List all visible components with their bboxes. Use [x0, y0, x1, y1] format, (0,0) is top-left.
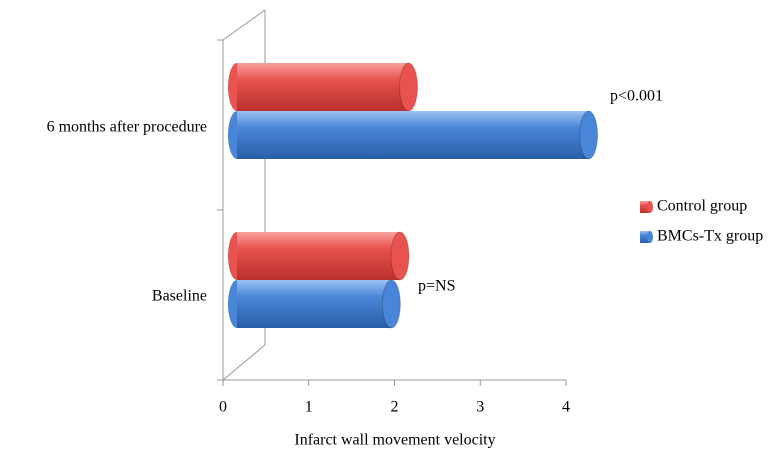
annotation: p<0.001	[610, 88, 663, 105]
x-tick-label: 0	[219, 399, 227, 416]
legend-swatch-cap	[647, 201, 653, 213]
x-tick-label: 3	[476, 399, 484, 416]
bar-cap-end	[579, 110, 599, 160]
bar-cap-end	[381, 279, 401, 329]
legend-label: BMCs-Tx group	[657, 228, 763, 245]
legend-label: Control group	[657, 198, 747, 215]
bar	[237, 232, 400, 280]
x-tick-label: 1	[305, 399, 313, 416]
y-tick-label: Baseline	[152, 288, 207, 305]
x-axis-label: Infarct wall movement velocity	[294, 432, 495, 449]
bar-cap-end	[390, 231, 410, 281]
legend-swatch-cap	[647, 231, 653, 243]
bar-cap-end	[399, 62, 418, 112]
x-tick-label: 4	[562, 399, 570, 416]
y-tick-label: 6 months after procedure	[47, 119, 207, 136]
legend-swatch	[640, 231, 650, 243]
legend-swatch	[640, 201, 650, 213]
bar	[237, 63, 409, 111]
x-tick-label: 2	[391, 399, 399, 416]
bar	[237, 280, 392, 328]
bar	[237, 111, 589, 159]
annotation: p=NS	[418, 278, 455, 295]
